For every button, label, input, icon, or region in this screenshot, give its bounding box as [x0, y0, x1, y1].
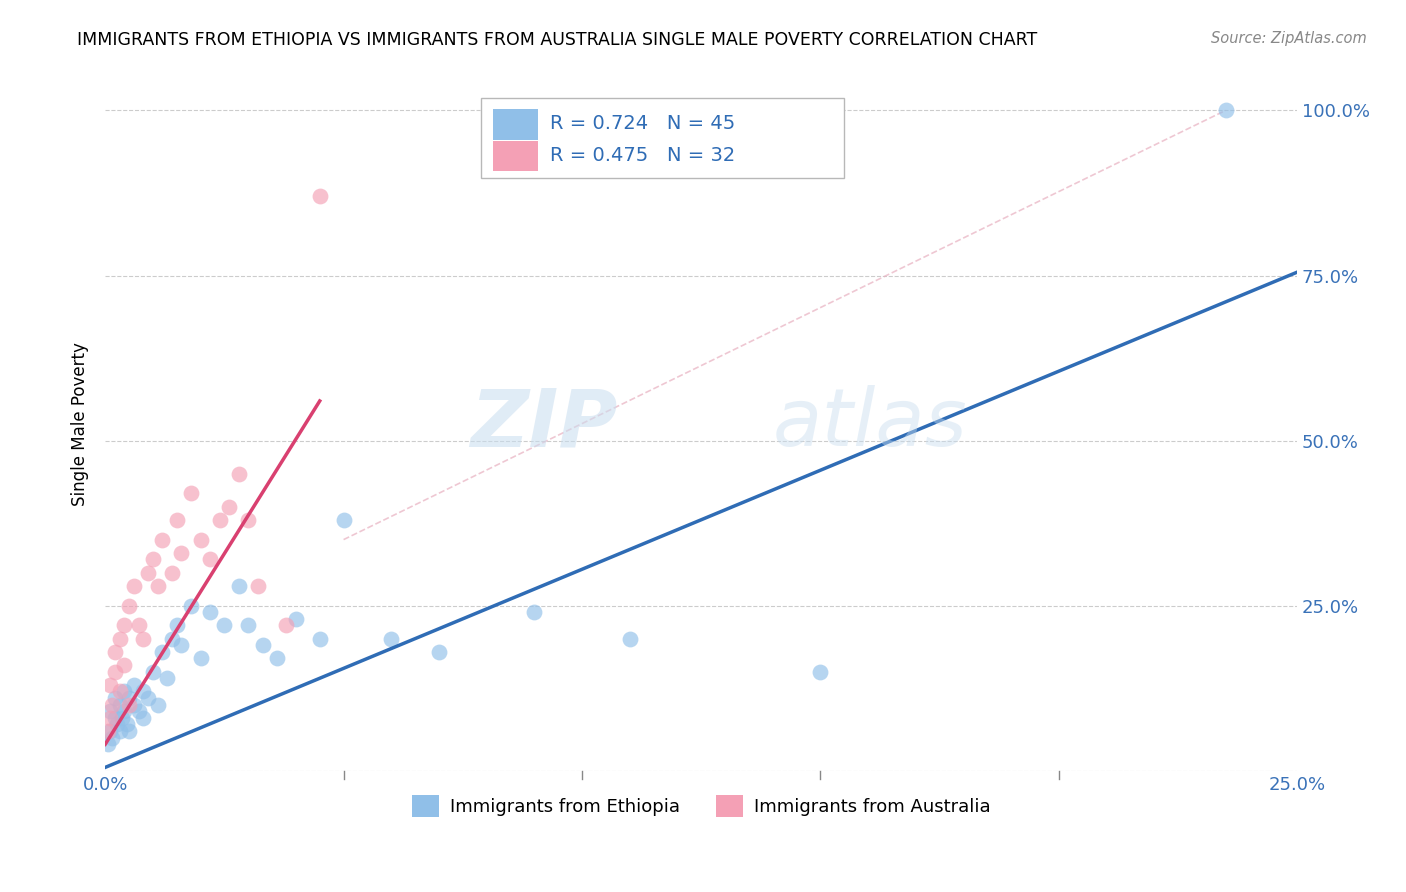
Point	[284, 612, 307, 626]
Point	[308, 632, 330, 646]
Point	[238, 513, 260, 527]
Point	[128, 704, 150, 718]
Point	[112, 704, 135, 718]
Point	[98, 678, 121, 692]
Text: R = 0.724   N = 45: R = 0.724 N = 45	[550, 114, 735, 134]
Text: R = 0.475   N = 32: R = 0.475 N = 32	[550, 146, 735, 165]
Point	[152, 533, 174, 547]
Text: IMMIGRANTS FROM ETHIOPIA VS IMMIGRANTS FROM AUSTRALIA SINGLE MALE POVERTY CORREL: IMMIGRANTS FROM ETHIOPIA VS IMMIGRANTS F…	[77, 31, 1038, 49]
Point	[118, 599, 141, 613]
Point	[180, 599, 202, 613]
Point	[122, 579, 145, 593]
Point	[101, 731, 124, 745]
Point	[228, 579, 250, 593]
Point	[252, 638, 274, 652]
Point	[142, 665, 165, 679]
Point	[190, 651, 212, 665]
Point	[808, 665, 831, 679]
FancyBboxPatch shape	[492, 141, 538, 171]
Point	[104, 645, 127, 659]
Point	[118, 724, 141, 739]
Point	[97, 724, 120, 739]
FancyBboxPatch shape	[481, 98, 844, 178]
Point	[132, 684, 155, 698]
Text: atlas: atlas	[773, 385, 967, 463]
Point	[122, 678, 145, 692]
Point	[156, 671, 179, 685]
Point	[276, 618, 298, 632]
Text: ZIP: ZIP	[471, 385, 617, 463]
Y-axis label: Single Male Poverty: Single Male Poverty	[72, 343, 89, 506]
Point	[108, 698, 131, 712]
Point	[190, 533, 212, 547]
Point	[115, 717, 138, 731]
Point	[198, 605, 221, 619]
Point	[136, 691, 159, 706]
Point	[142, 552, 165, 566]
FancyBboxPatch shape	[492, 110, 538, 140]
Point	[98, 704, 121, 718]
Point	[128, 618, 150, 632]
Point	[160, 632, 183, 646]
Point	[98, 711, 121, 725]
Point	[160, 566, 183, 580]
Point	[132, 711, 155, 725]
Point	[112, 658, 135, 673]
Point	[112, 684, 135, 698]
Point	[132, 632, 155, 646]
Point	[198, 552, 221, 566]
Legend: Immigrants from Ethiopia, Immigrants from Australia: Immigrants from Ethiopia, Immigrants fro…	[405, 788, 998, 824]
Point	[112, 618, 135, 632]
Point	[238, 618, 260, 632]
Point	[214, 618, 236, 632]
Point	[104, 691, 127, 706]
Point	[619, 632, 641, 646]
Point	[427, 645, 450, 659]
Point	[105, 717, 128, 731]
Point	[380, 632, 402, 646]
Point	[308, 189, 330, 203]
Point	[136, 566, 159, 580]
Point	[332, 513, 354, 527]
Point	[208, 513, 231, 527]
Point	[122, 698, 145, 712]
Point	[146, 698, 169, 712]
Point	[108, 632, 131, 646]
Point	[170, 546, 193, 560]
Point	[166, 618, 188, 632]
Point	[97, 737, 120, 751]
Point	[108, 724, 131, 739]
Point	[1215, 103, 1237, 118]
Point	[166, 513, 188, 527]
Point	[523, 605, 546, 619]
Point	[180, 486, 202, 500]
Point	[104, 711, 127, 725]
Point	[152, 645, 174, 659]
Point	[111, 711, 134, 725]
Text: Source: ZipAtlas.com: Source: ZipAtlas.com	[1211, 31, 1367, 46]
Point	[98, 724, 121, 739]
Point	[118, 698, 141, 712]
Point	[218, 500, 240, 514]
Point	[104, 665, 127, 679]
Point	[266, 651, 288, 665]
Point	[108, 684, 131, 698]
Point	[101, 698, 124, 712]
Point	[118, 691, 141, 706]
Point	[246, 579, 269, 593]
Point	[228, 467, 250, 481]
Point	[146, 579, 169, 593]
Point	[170, 638, 193, 652]
